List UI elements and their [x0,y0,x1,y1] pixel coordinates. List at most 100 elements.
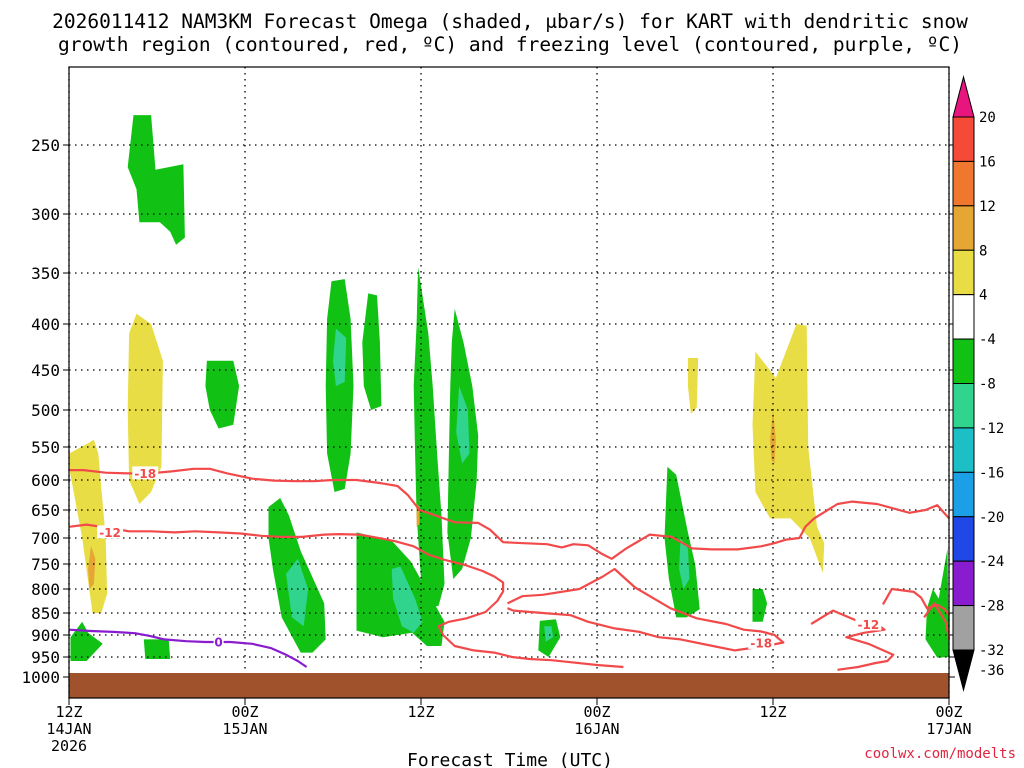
dgz-contour-2 [68,523,624,669]
dgz-label-bg-2 [97,525,124,539]
dgz-contour-1 [507,567,785,652]
omega-region-8 [70,621,103,661]
colorbar-label-8: -16 [979,465,1004,481]
omega-region-22 [687,358,699,414]
omega-region-20 [69,439,108,613]
colorbar-swatch-1 [952,160,975,207]
x-tick-label-48-0: 12Z [759,703,786,721]
dgz-label-1: -18 [750,636,772,650]
colorbar-label-9: -20 [979,510,1004,526]
colorbar-bottom-arrow [952,649,975,692]
freezing-label-0: 0 [214,636,222,650]
y-tick-label-450: 450 [31,361,60,380]
colorbar-label-2: 12 [979,199,996,215]
y-tick-label-600: 600 [31,471,60,490]
colorbar-swatch-7 [952,427,975,473]
freezing-contour-0 [68,628,308,668]
omega-region-9 [143,639,171,659]
dgz-label-0: -18 [134,467,156,481]
colorbar-label-0: 20 [979,110,996,126]
y-tick-label-500: 500 [31,401,60,420]
y-tick-label-950: 950 [31,648,60,667]
omega-region-24 [88,545,96,589]
dgz-contour-5 [923,602,951,640]
omega-region-0 [127,115,185,245]
y-axis: 250 300 350 400 450 500 550 600 650 700 750 800 850 9… [21,136,955,687]
y-tick-label-550: 550 [31,438,60,457]
dgz-label-2: -12 [99,526,121,540]
colorbar-swatch-6 [952,383,975,429]
credit-text: coolwx.com/modelts [864,746,1016,762]
plot-frame [68,66,950,699]
omega-region-3 [362,293,382,410]
x-tick-label-60-1: 17JAN [926,720,971,738]
x-tick-label-0-1: 14JAN [46,720,91,738]
colorbar-label-10: -24 [979,554,1004,570]
dgz-contours: -18 -18 -12 -12 [68,466,951,671]
x-tick-label-0-0: 12Z [55,703,82,721]
omega-region-21 [127,313,163,504]
dgz-label-bg-0 [132,466,159,480]
omega-region-1 [205,360,240,429]
omega-region-17 [391,566,423,633]
ground-terrain [69,673,949,698]
y-tick-label-1000: 1000 [21,668,60,687]
x-tick-label-12-0: 00Z [231,703,258,721]
y-tick-label-650: 650 [31,501,60,520]
colorbar-label-12: -32 [979,643,1004,659]
title-line-1: 2026011412 NAM3KM Forecast Omega (shaded… [52,10,968,33]
y-tick-label-250: 250 [31,136,60,155]
colorbar-swatch-8 [952,471,975,518]
omega-region-15 [456,386,470,464]
dgz-label-bg-1 [748,635,775,649]
y-tick-label-700: 700 [31,529,60,548]
colorbar-swatch-9 [952,516,975,562]
y-tick-label-300: 300 [31,205,60,224]
x-tick-label-60-0: 00Z [935,703,962,721]
plot-area: -18 -18 -12 -12 0 [68,66,951,699]
y-tick-label-900: 900 [31,626,60,645]
omega-region-2 [325,279,354,492]
title-line-2: growth region (contoured, red, ºC) and f… [58,33,962,56]
freezing-label-bg-0 [213,635,224,649]
dgz-label-3: -12 [857,618,879,632]
x-tick-label-36-1: 16JAN [574,720,619,738]
colorbar-swatch-10 [952,560,975,607]
omega-region-23 [752,324,825,573]
colorbar-top-arrow [952,75,975,118]
y-tick-label-400: 400 [31,315,60,334]
colorbar-label-7: -12 [979,421,1004,437]
omega-region-13 [925,548,949,658]
y-tick-label-850: 850 [31,604,60,623]
omega-region-12 [752,589,768,622]
omega-region-14 [333,328,347,386]
colorbar-label-4: 4 [979,288,987,304]
colorbar-label-6: -8 [979,377,996,393]
dgz-contour-0 [69,467,950,560]
colorbar-swatch-5 [952,338,975,385]
colorbar-swatch-3 [952,249,975,296]
x-tick-label-0-2: 2026 [51,737,87,755]
omega-region-25 [770,410,776,464]
colorbar-label-13: -36 [979,663,1004,679]
grid [68,67,950,698]
colorbar-label-1: 16 [979,154,996,170]
x-tick-label-36-0: 00Z [583,703,610,721]
y-tick-label-800: 800 [31,580,60,599]
colorbar-label-11: -28 [979,599,1004,615]
colorbar-swatch-2 [952,205,975,251]
freezing-contours: 0 [68,628,308,668]
omega-region-19 [544,626,553,642]
dgz-label-bg-3 [855,617,882,631]
colorbar-label-5: -4 [979,332,996,348]
y-tick-label-350: 350 [31,264,60,283]
colorbar-swatch-0 [952,116,975,162]
dgz-contour-3 [810,609,895,671]
omega-region-18 [679,538,690,589]
x-tick-label-12-1: 15JAN [222,720,267,738]
dgz-contour-4 [882,587,950,616]
y-tick-label-750: 750 [31,555,60,574]
omega-region-4 [413,267,445,609]
